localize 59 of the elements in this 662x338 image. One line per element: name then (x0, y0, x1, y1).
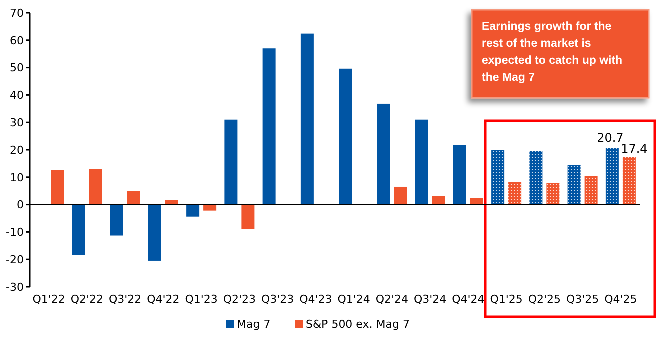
x-tick-label: Q3'22 (108, 293, 142, 306)
x-tick-label: Q2'24 (376, 293, 409, 306)
bar (127, 191, 140, 205)
y-tick-label: -20 (6, 253, 24, 266)
x-tick-label: Q2'23 (223, 293, 256, 306)
bar (89, 169, 102, 205)
bar (622, 157, 636, 205)
bar (339, 68, 352, 205)
bar (508, 182, 522, 205)
y-tick-label: -10 (6, 226, 24, 240)
x-tick-label: Q1'24 (338, 293, 370, 306)
bar (415, 120, 428, 205)
bar (148, 204, 162, 261)
bar (470, 198, 484, 205)
bar (110, 204, 124, 236)
x-tick-label: Q4'24 (452, 293, 485, 306)
x-tick-label: Q3'25 (566, 293, 600, 306)
y-tick-label: 70 (10, 6, 24, 20)
bar (72, 204, 86, 256)
x-tick-label: Q4'22 (147, 293, 180, 306)
bar (51, 170, 64, 205)
bar (186, 204, 200, 217)
y-tick-label: 0 (17, 198, 24, 212)
bar (530, 151, 543, 205)
x-tick-label: Q1'23 (185, 293, 218, 306)
bar (606, 148, 619, 205)
x-tick-label: Q1'22 (32, 293, 66, 306)
bar (568, 165, 581, 205)
x-tick-label: Q3'23 (261, 293, 294, 306)
bar (377, 104, 390, 205)
y-tick-label: 20 (10, 144, 24, 157)
x-tick-label: Q2'25 (528, 293, 562, 306)
annotation: Earnings growth for the rest of the market is expected to catch up with the Mag 7 (482, 21, 623, 84)
bar (432, 196, 446, 205)
bar (584, 176, 598, 205)
bar (394, 186, 408, 205)
y-tick-label: 30 (10, 116, 24, 130)
bar (242, 204, 255, 230)
y-tick-label: 60 (10, 34, 24, 48)
x-tick-label: Q2'22 (70, 293, 104, 306)
bar (546, 183, 560, 205)
y-tick-label: 50 (10, 62, 24, 75)
y-tick-label: -30 (6, 280, 24, 294)
bar (262, 48, 276, 205)
bar (204, 204, 217, 211)
legend-label: S&P 500 ex. Mag 7 (306, 318, 410, 331)
bar (300, 34, 314, 205)
legend-label: Mag 7 (237, 318, 271, 331)
data-label: 17.4 (621, 142, 648, 156)
x-tick-label: Q1'25 (490, 293, 523, 306)
x-tick-label: Q4'23 (300, 293, 332, 306)
bar (224, 120, 238, 205)
x-tick-label: Q3'24 (414, 293, 447, 306)
y-tick-label: 10 (10, 171, 24, 184)
data-label: 20.7 (597, 131, 624, 146)
bar (453, 145, 466, 205)
x-tick-label: Q4'25 (604, 293, 638, 306)
bar (492, 150, 505, 205)
y-tick-label: 40 (10, 89, 24, 102)
